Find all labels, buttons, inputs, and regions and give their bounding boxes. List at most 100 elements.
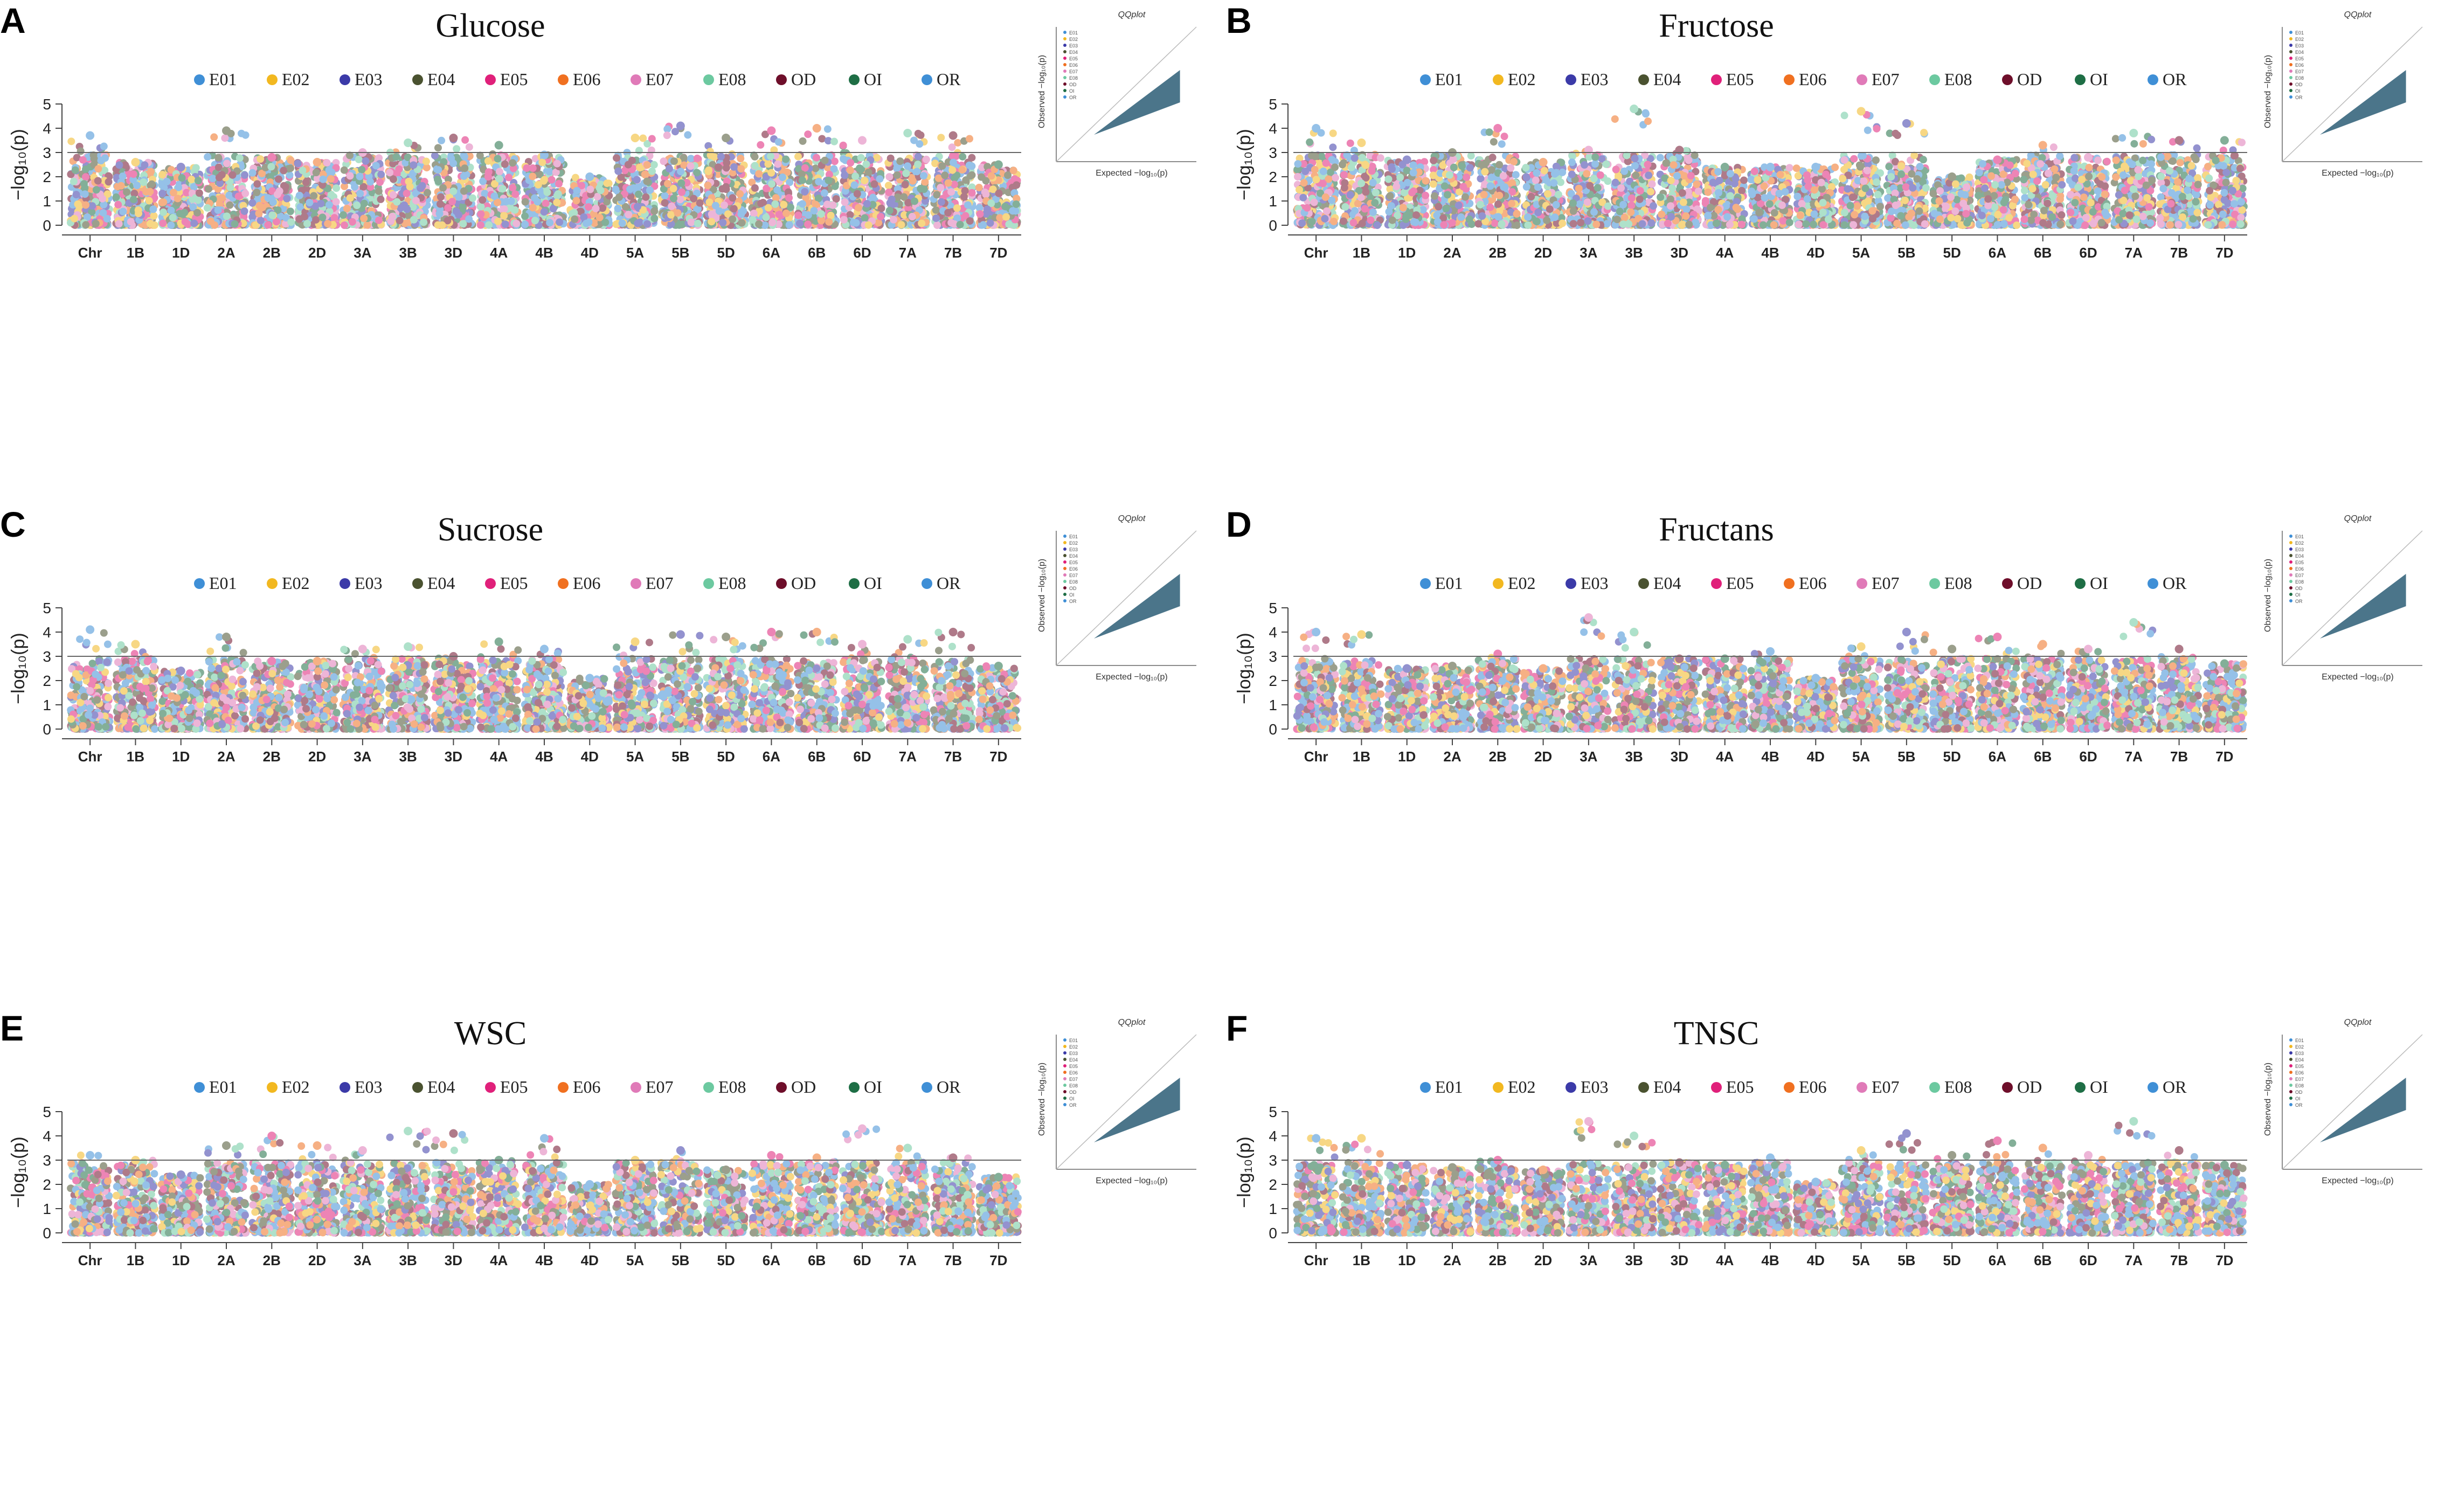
data-point [223,159,231,168]
data-point [403,205,411,213]
data-point [343,205,351,213]
data-point [540,208,548,216]
data-point [94,177,102,185]
peak-point [313,158,322,167]
data-point [583,219,591,227]
data-point [494,217,502,225]
legend-label: E01 [209,70,237,89]
data-point [235,154,244,162]
data-point [330,214,338,222]
data-point [148,180,156,188]
data-point [193,209,202,217]
data-point [787,203,795,211]
data-point [434,144,442,152]
data-point [403,189,411,197]
data-point [556,218,564,226]
data-point [548,176,556,184]
data-point [893,171,901,179]
data-point [448,198,456,206]
data-point [677,168,685,176]
data-point [615,193,623,202]
data-point [130,190,138,198]
data-point [70,177,78,185]
data-point [99,195,107,203]
data-point [346,151,354,159]
legend-label: E02 [282,70,310,89]
data-point [135,210,143,218]
data-point [901,181,909,189]
data-point [821,156,829,164]
data-point [542,199,550,207]
data-point [921,178,929,186]
data-point [114,200,122,209]
data-point [241,190,250,198]
data-point [97,157,105,165]
data-point [252,221,260,229]
data-point [877,213,885,221]
data-point [465,143,473,151]
data-point [914,129,922,137]
data-point [267,163,275,171]
data-point [67,137,75,145]
data-point [248,199,257,207]
data-point [521,212,529,220]
data-point [774,138,782,146]
data-point [668,202,676,210]
data-point [310,192,318,200]
peak-point [722,134,731,142]
data-point [503,197,511,205]
data-point [650,161,658,169]
data-point [782,209,791,217]
data-point [908,213,916,221]
data-point [296,203,304,211]
data-point [755,170,763,178]
data-point [248,169,257,177]
data-point [494,155,502,163]
data-point [145,197,153,205]
legend-marker [631,74,641,85]
data-point [436,200,444,208]
data-point [174,195,182,203]
data-point [794,152,802,161]
data-point [643,220,652,228]
data-point [194,177,202,185]
data-point [250,210,258,218]
data-point [203,204,211,212]
data-point [545,168,553,176]
data-point [799,176,807,184]
data-point [169,189,177,197]
data-point [888,195,896,203]
legend-label: E04 [427,70,455,89]
data-point [890,216,898,224]
data-point [661,192,669,200]
data-point [74,200,82,208]
data-point [356,172,364,181]
data-point [500,212,508,220]
data-point [612,185,620,193]
data-point [553,159,561,168]
data-point [133,182,141,190]
data-point [264,194,272,202]
data-point [804,220,812,228]
data-point [511,206,519,214]
data-point [150,212,158,220]
data-point [351,183,359,191]
data-point [768,218,777,226]
data-point [696,199,704,207]
data-point [711,202,719,210]
data-point [92,186,100,194]
data-point [720,201,728,209]
data-point [531,194,539,202]
data-point [719,219,727,227]
data-point [294,159,302,168]
data-point [484,168,493,176]
data-point [295,191,303,199]
data-point [635,147,643,155]
data-point [306,198,314,206]
data-point [363,221,371,229]
data-point [115,220,123,228]
peak-point [812,124,821,133]
data-point [112,193,120,201]
legend-marker [412,74,423,85]
data-point [914,161,922,169]
